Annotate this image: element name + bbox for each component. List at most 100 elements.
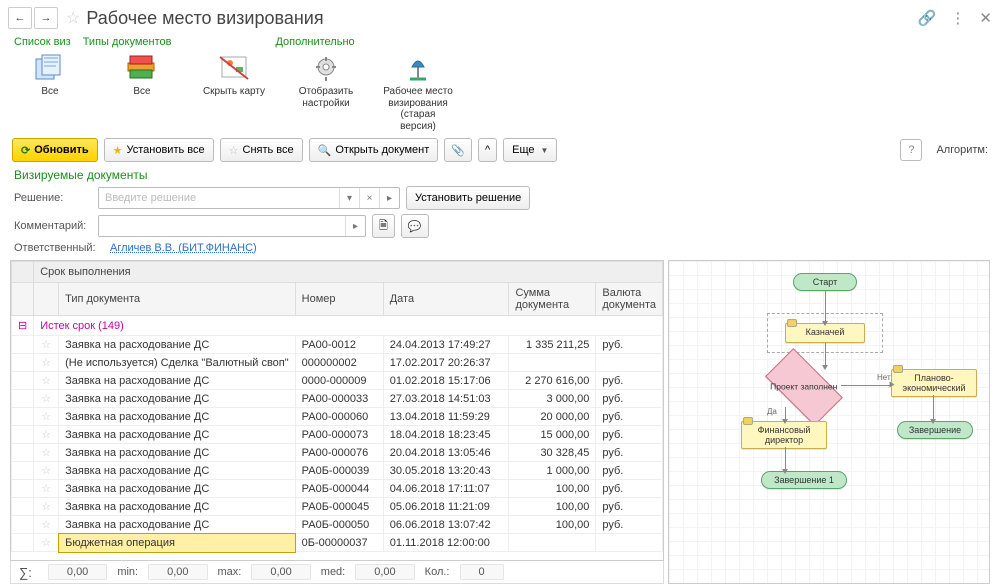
algorithm-label: Алгоритм: [936,144,988,156]
big-btn-show-settings[interactable]: Отобразить настройки [290,52,362,109]
set-decision-button[interactable]: Установить решение [406,186,530,210]
cell-num: РА0Б-000044 [295,480,383,498]
table-row[interactable]: ☆Заявка на расходование ДСРА0Б-00004404.… [12,480,663,498]
comment-tool-2-button[interactable]: 💬 [401,214,429,238]
flow-node-plan[interactable]: Планово-экономический [891,369,977,397]
open-doc-button[interactable]: 🔍Открыть документ [309,138,439,162]
cell-num: 0Б-00000037 [295,534,383,552]
books-icon [123,52,161,84]
attach-button[interactable]: 📎 [444,138,472,162]
big-btn-old-version[interactable]: Рабочее место визирования (старая версия… [382,52,454,132]
table-row[interactable]: ☆Заявка на расходование ДСРА0Б-00005006.… [12,516,663,534]
table-row[interactable]: ☆Заявка на расходование ДСРА00-00007620.… [12,444,663,462]
row-star-icon[interactable]: ☆ [34,498,59,516]
set-all-button[interactable]: ★Установить все [104,138,214,162]
row-star-icon[interactable]: ☆ [34,444,59,462]
flow-node-kazn[interactable]: Казначей [785,323,865,343]
big-btn-label: Отобразить настройки [290,86,362,109]
row-star-icon[interactable]: ☆ [34,426,59,444]
comment-combo: ▸ [98,215,366,237]
row-star-icon[interactable]: ☆ [34,516,59,534]
cell-currency [596,534,663,552]
caret-button[interactable]: ^ [478,138,497,162]
kebab-menu-icon[interactable]: ⋮ [950,9,965,27]
col-deadline[interactable]: Срок выполнения [34,262,663,283]
table-row[interactable]: ☆Заявка на расходование ДСРА00-00003327.… [12,390,663,408]
col-date[interactable]: Дата [383,283,509,316]
documents-table-wrap[interactable]: Срок выполнения Тип документа Номер Дата… [10,260,664,561]
flow-edge [933,395,934,421]
menu-additional[interactable]: Дополнительно [275,36,354,48]
flow-node-endA[interactable]: Завершение 1 [761,471,847,489]
responsible-link[interactable]: Агличев В.В. (БИТ.ФИНАНС) [110,242,257,254]
col-type[interactable]: Тип документа [59,283,296,316]
row-star-icon[interactable]: ☆ [34,390,59,408]
chevron-down-icon[interactable]: ▾ [339,188,359,208]
set-all-label: Установить все [126,144,204,156]
table-row[interactable]: ☆(Не используется) Сделка "Валютный своп… [12,354,663,372]
group-header[interactable]: Истек срок (149) [34,316,663,336]
row-star-icon[interactable]: ☆ [34,480,59,498]
cell-num: РА00-000076 [295,444,383,462]
cell-date: 05.06.2018 11:21:09 [383,498,509,516]
row-star-icon[interactable]: ☆ [34,354,59,372]
cell-type: Заявка на расходование ДС [59,480,296,498]
row-star-icon[interactable]: ☆ [34,372,59,390]
row-star-icon[interactable]: ☆ [34,462,59,480]
comment-tool-1-button[interactable]: 🗎 [372,214,395,238]
big-btn-hide-map[interactable]: Скрыть карту [198,52,270,98]
link-icon[interactable]: 🔗 [918,9,937,27]
row-star-icon[interactable]: ☆ [34,408,59,426]
decision-input[interactable] [99,188,339,208]
collapse-icon[interactable]: ⊟ [12,316,34,336]
cell-sum: 100,00 [509,498,596,516]
nav-forward-button[interactable]: → [34,7,58,29]
cell-type: Бюджетная операция [59,534,296,552]
table-row[interactable]: ☆Заявка на расходование ДСРА0Б-00004505.… [12,498,663,516]
table-row[interactable]: ☆Заявка на расходование ДСРА00-001224.04… [12,336,663,354]
refresh-button[interactable]: ⟳Обновить [12,138,98,162]
table-row[interactable]: ☆Заявка на расходование ДСРА00-00006013.… [12,408,663,426]
cell-type: Заявка на расходование ДС [59,390,296,408]
clear-input-icon[interactable]: × [359,188,379,208]
col-num[interactable]: Номер [295,283,383,316]
row-star-icon[interactable]: ☆ [34,534,59,552]
close-icon[interactable]: ✕ [979,9,992,27]
menu-doc-types[interactable]: Типы документов [83,36,172,48]
cell-num: РА00-000073 [295,426,383,444]
comment-input[interactable] [99,216,345,236]
flowchart-panel: СтартКазначейПроект заполненПланово-экон… [668,260,990,584]
cell-date: 06.06.2018 13:07:42 [383,516,509,534]
nav-back-button[interactable]: ← [8,7,32,29]
cell-type: Заявка на расходование ДС [59,516,296,534]
flow-edge [841,385,891,386]
col-sum[interactable]: Сумма документа [509,283,596,316]
summary-bar: ∑: 0,00 min: 0,00 max: 0,00 med: 0,00 Ко… [10,561,664,584]
flow-node-start[interactable]: Старт [793,273,857,291]
table-row[interactable]: ☆Заявка на расходование ДС0000-00000901.… [12,372,663,390]
person-icon [743,417,753,425]
big-btn-all-types[interactable]: Все [106,52,178,98]
cell-num: РА00-0012 [295,336,383,354]
big-btn-all-visas[interactable]: Все [14,52,86,98]
row-star-icon[interactable]: ☆ [34,336,59,354]
table-row[interactable]: ☆Заявка на расходование ДСРА0Б-00003930.… [12,462,663,480]
cell-sum [509,534,596,552]
more-button[interactable]: Еще▼ [503,138,557,162]
clear-all-button[interactable]: ☆Снять все [220,138,303,162]
col-cur[interactable]: Валюта документа [596,283,663,316]
cell-currency: руб. [596,426,663,444]
flow-node-fin[interactable]: Финансовый директор [741,421,827,449]
help-button[interactable]: ? [900,139,922,161]
big-btn-label: Все [133,86,150,98]
table-row[interactable]: ☆Бюджетная операция0Б-0000003701.11.2018… [12,534,663,552]
menu-visa-list[interactable]: Список виз [14,36,71,48]
expand-comment-icon[interactable]: ▸ [345,216,365,236]
left-panel: Срок выполнения Тип документа Номер Дата… [10,260,664,584]
lamp-icon [399,52,437,84]
table-row[interactable]: ☆Заявка на расходование ДСРА00-00007318.… [12,426,663,444]
more-input-icon[interactable]: ▸ [379,188,399,208]
favorite-star-icon[interactable]: ☆ [66,8,80,28]
cell-sum: 100,00 [509,480,596,498]
settings-icon [307,52,345,84]
